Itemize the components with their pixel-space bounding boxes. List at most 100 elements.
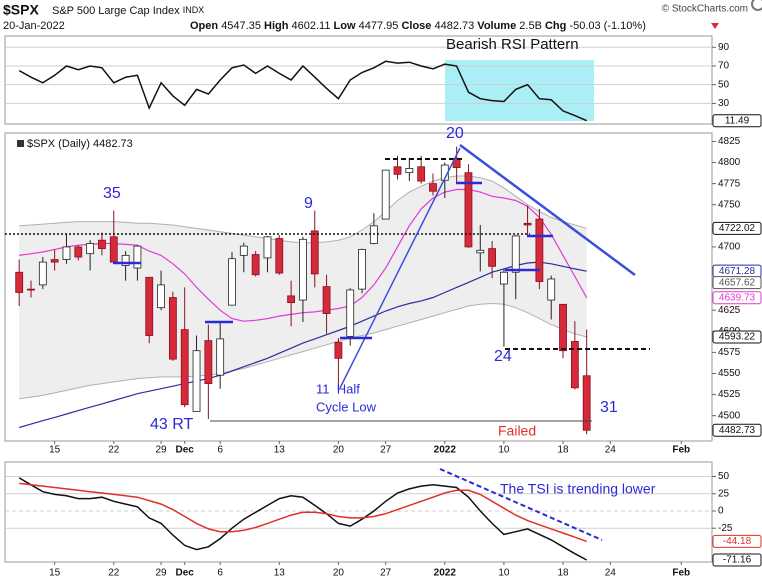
annotation: Cycle Low [316,399,377,414]
candle-body [535,218,544,282]
value-label: 4722.02 [719,223,756,234]
tsi-trend-line [439,468,603,541]
price-overlays: $SPX (Daily) 4482.73 35 9 20 24 31 43 RT… [5,125,650,439]
value-box [712,330,762,344]
annotation: Failed [498,423,536,439]
tsi-panel [4,461,713,563]
x-tick-label: 22 [108,568,120,579]
value-label: 4639.73 [719,292,756,303]
candle-body [15,271,24,293]
series-line [19,482,587,543]
candle-body [346,289,355,337]
y-tick-label: 30 [718,98,730,109]
quote-value: 4547.35 [221,20,261,32]
value-box [712,291,762,305]
candle-body [145,276,154,336]
x-tick-label: 22 [108,445,120,456]
candle-body [275,238,284,274]
tsi-plot: 50 25 0 -25 15 22 29 Dec 6 13 20 27 2022 10 18 24 Feb [5,471,733,579]
x-tick-label: 27 [380,445,392,456]
value-label: 11.49 [725,115,750,126]
x-tick-label: 20 [333,568,345,579]
candle-body [476,249,485,254]
x-tick-label: 24 [605,568,617,579]
cycle-markers [113,181,553,340]
date: 20-Jan-2022 [3,20,65,32]
x-tick-label: 18 [557,445,569,456]
down-trend-line [459,143,636,277]
price-plot: 4825480047754750470046254600457545504525… [15,136,741,456]
y-tick-label: 4700 [718,242,741,253]
symbol: $SPX [3,2,39,18]
y-tick-label: 4800 [718,157,741,168]
legend-icon [17,140,24,147]
quote-value: -50.03 (-1.10%) [569,20,645,32]
series-line [18,60,587,122]
x-tick-label: 13 [274,445,286,456]
x-tick-label: 2022 [434,445,457,456]
candle-body [121,254,130,266]
value-label: -71.16 [723,555,752,566]
candle-body [358,249,366,290]
x-tick-label: 10 [498,568,510,579]
annotation: 9 [304,195,313,212]
candle-body [570,341,579,389]
x-tick-label: 29 [155,445,167,456]
value-label: 4593.22 [719,332,756,343]
header: $SPX S&P 500 Large Cap Index INDX © Stoc… [3,0,762,32]
candle-body [464,172,473,248]
down-arrow [711,23,719,29]
candle-body [393,166,402,175]
security-name: S&P 500 Large Cap Index INDX [52,5,204,17]
x-tick-label: Dec [176,445,195,456]
candle-body [429,183,437,192]
y-tick-label: 90 [718,42,730,53]
y-tick-label: 4500 [718,410,741,421]
candle-body [86,243,95,255]
value-label: 4482.73 [719,425,756,436]
candle-body [74,246,83,258]
x-tick-label: Feb [672,568,690,579]
settings-icon[interactable] [751,0,762,11]
x-tick-label: 10 [498,445,510,456]
annotation: The TSI is trending lower [500,481,656,497]
candle-body [192,350,201,412]
y-tick-label: -25 [718,523,733,534]
quote-label: Low [334,20,356,32]
candle-body [204,340,213,385]
candle-body [547,278,556,301]
series-line [18,477,588,561]
quote-value: 4477.95 [359,20,399,32]
quote-label: Volume [477,20,516,32]
quote-label: Close [401,20,431,32]
y-tick-label: 4525 [718,389,741,400]
up-trend-line [339,147,461,389]
candle-body [381,169,390,220]
value-label: 4657.62 [719,277,756,288]
value-box [712,423,762,437]
x-tick-label: 15 [49,568,61,579]
x-tick-label: 6 [217,445,223,456]
candle-body [582,375,591,431]
value-box [712,553,762,567]
y-tick-label: 25 [718,488,730,499]
annotation: 35 [103,185,121,202]
quote-value: 4602.11 [292,20,331,32]
quote-value: 4482.73 [434,20,474,32]
candle-body [62,246,71,260]
value-box [712,276,762,290]
candle-body [322,286,331,314]
annotation: Bearish RSI Pattern [446,36,579,53]
candle-body [559,303,567,352]
x-tick-label: 18 [557,568,569,579]
value-label: 4671.28 [719,266,756,277]
candle-body [228,258,236,306]
value-box [712,534,762,548]
candle-body [180,329,189,406]
x-tick-label: 24 [605,445,617,456]
y-tick-label: 4775 [718,178,741,189]
quote-value: 2.5B [519,20,542,32]
annotation: 20 [446,125,464,142]
candle-body [157,284,165,309]
